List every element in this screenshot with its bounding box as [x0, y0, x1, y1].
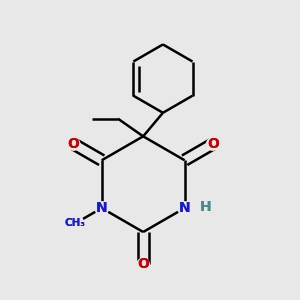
- Text: O: O: [68, 137, 80, 151]
- Circle shape: [201, 202, 211, 212]
- Text: O: O: [207, 137, 219, 151]
- Text: N: N: [96, 201, 108, 215]
- Circle shape: [178, 202, 191, 214]
- Circle shape: [68, 138, 80, 150]
- Circle shape: [96, 202, 108, 214]
- Text: N: N: [179, 201, 190, 215]
- Text: N: N: [179, 201, 190, 215]
- Text: CH₃: CH₃: [64, 218, 86, 229]
- Circle shape: [206, 138, 219, 150]
- Text: H: H: [200, 200, 212, 214]
- Text: O: O: [137, 257, 149, 272]
- Text: CH₃: CH₃: [64, 218, 86, 229]
- Circle shape: [137, 258, 149, 271]
- Circle shape: [67, 215, 84, 232]
- Text: O: O: [207, 137, 219, 151]
- Text: H: H: [200, 200, 212, 214]
- Text: N: N: [96, 201, 108, 215]
- Text: O: O: [137, 257, 149, 272]
- Text: O: O: [68, 137, 80, 151]
